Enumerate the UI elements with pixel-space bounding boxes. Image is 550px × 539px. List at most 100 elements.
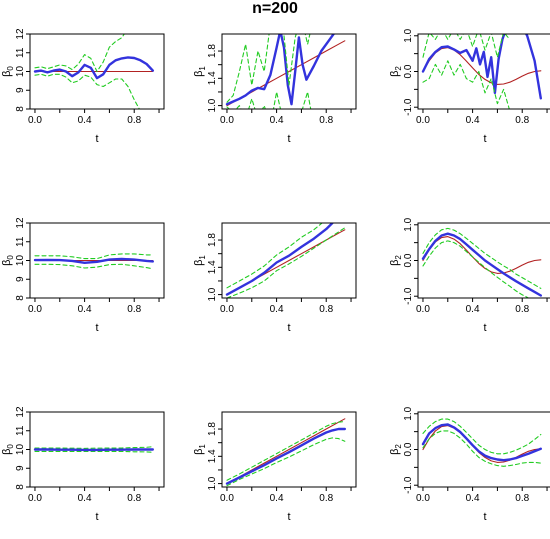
band-line: [34, 446, 154, 449]
true-line: [422, 47, 542, 85]
band-line: [226, 34, 311, 103]
y-tick-label: 1.0: [207, 98, 218, 112]
y-tick-label: 0.0: [403, 64, 414, 78]
band-line: [422, 430, 542, 467]
x-tick-label: 0.8: [515, 115, 529, 126]
series-group: [33, 446, 155, 453]
plot-frame: [221, 222, 357, 299]
y-axis-label: β0: [1, 255, 15, 266]
band-line: [422, 34, 511, 58]
y-axis-label: β1: [193, 66, 207, 77]
band-line: [422, 240, 530, 298]
x-tick-label: 0.0: [416, 115, 430, 126]
y-tick-label: 9: [15, 87, 26, 93]
x-tick-label: 0.4: [270, 304, 284, 315]
y-tick-label: 1.4: [207, 449, 218, 463]
x-tick-label: 0.4: [78, 115, 92, 126]
series-group: [225, 223, 346, 298]
plot-frame: [221, 33, 357, 110]
band-line: [226, 223, 323, 289]
x-tick-label: 0.8: [127, 115, 141, 126]
estimate-line: [421, 423, 542, 462]
x-tick-label: 0.0: [220, 115, 234, 126]
estimate-line: [33, 56, 155, 80]
estimate-line: [421, 34, 542, 100]
band-line: [422, 227, 542, 289]
y-tick-label: 1.4: [207, 71, 218, 85]
estimate-line: [33, 257, 155, 264]
x-axis-label: t: [287, 511, 290, 523]
band-line: [34, 34, 125, 73]
y-tick-label: 1.4: [207, 260, 218, 274]
x-axis-label: t: [95, 133, 98, 145]
panel-r0-c2: 0.0 0.4 0.8t-1.00.01.0β2: [389, 28, 550, 145]
panel-r0-c1: 0.0 0.4 0.8 t 1.0 1.4 1.8β1: [193, 33, 357, 145]
y-tick-label: 12: [15, 406, 26, 418]
y-tick-label: 1.0: [207, 476, 218, 490]
series-group: [421, 227, 542, 298]
y-tick-label: 8: [15, 484, 26, 490]
series-group: [33, 34, 155, 109]
x-tick-label: 0.4: [466, 493, 480, 504]
x-axis-label: t: [287, 322, 290, 334]
plot-frame: [417, 411, 550, 488]
x-tick-label: 0.8: [319, 115, 333, 126]
x-axis-label: t: [483, 322, 486, 334]
x-tick-label: 0.0: [220, 493, 234, 504]
y-tick-label: 0.0: [403, 253, 414, 267]
y-axis-label: β0: [1, 66, 15, 77]
x-tick-label: 0.0: [28, 115, 42, 126]
estimate-line: [225, 34, 336, 106]
y-tick-label: 10: [15, 255, 26, 267]
band-line: [226, 227, 346, 298]
plot-frame: [221, 411, 357, 488]
x-tick-label: 0.0: [416, 304, 430, 315]
x-tick-label: 0.8: [515, 304, 529, 315]
y-tick-label: -1.0: [403, 476, 414, 494]
x-axis-label: t: [95, 322, 98, 334]
x-tick-label: 0.8: [515, 493, 529, 504]
band-line: [422, 60, 510, 109]
y-tick-label: 8: [15, 295, 26, 301]
figure-title: n=200: [252, 0, 298, 17]
band-line: [34, 73, 140, 109]
y-tick-label: 10: [15, 444, 26, 456]
x-tick-label: 0.4: [466, 304, 480, 315]
panel-r0-c0: 0.0 0.4 0.8 t 8 9 10 11 12 β0: [1, 28, 165, 145]
y-tick-label: 0.0: [403, 442, 414, 456]
y-axis-label: β1: [193, 255, 207, 266]
x-tick-label: 0.0: [28, 493, 42, 504]
x-tick-label: 0.8: [127, 304, 141, 315]
band-line: [34, 253, 154, 260]
band-line: [226, 437, 346, 487]
y-tick-label: 1.0: [403, 217, 414, 231]
x-tick-label: 0.4: [78, 493, 92, 504]
x-tick-label: 0.0: [28, 304, 42, 315]
x-tick-label: 0.8: [319, 493, 333, 504]
x-tick-label: 0.4: [270, 115, 284, 126]
y-tick-label: 1.0: [207, 287, 218, 301]
x-axis-label: t: [483, 133, 486, 145]
estimate-line: [225, 223, 334, 296]
estimate-line: [225, 427, 346, 485]
y-axis-label: β2: [389, 66, 403, 77]
panel-r2-c0: 0.0 0.4 0.8 t 8 9 10 11 12 β0: [1, 406, 165, 523]
y-tick-label: 1.8: [207, 233, 218, 247]
series-group: [33, 253, 155, 270]
panel-r2-c1: 0.0 0.4 0.8 t 1.0 1.4 1.8β1: [193, 411, 357, 523]
y-tick-label: 11: [15, 236, 26, 247]
x-tick-label: 0.0: [416, 493, 430, 504]
x-axis-label: t: [287, 133, 290, 145]
y-tick-label: 1.0: [403, 406, 414, 420]
y-axis-label: β1: [193, 444, 207, 455]
y-tick-label: 9: [15, 276, 26, 282]
y-tick-label: 1.8: [207, 422, 218, 436]
series-group: [225, 418, 346, 487]
x-tick-label: 0.4: [270, 493, 284, 504]
series-group: [421, 34, 542, 109]
band-line: [422, 418, 542, 455]
x-tick-label: 0.4: [466, 115, 480, 126]
y-tick-label: 1.0: [403, 28, 414, 42]
x-axis-label: t: [483, 511, 486, 523]
panel-r1-c2: 0.0 0.4 0.8t-1.00.01.0β2: [389, 217, 550, 334]
